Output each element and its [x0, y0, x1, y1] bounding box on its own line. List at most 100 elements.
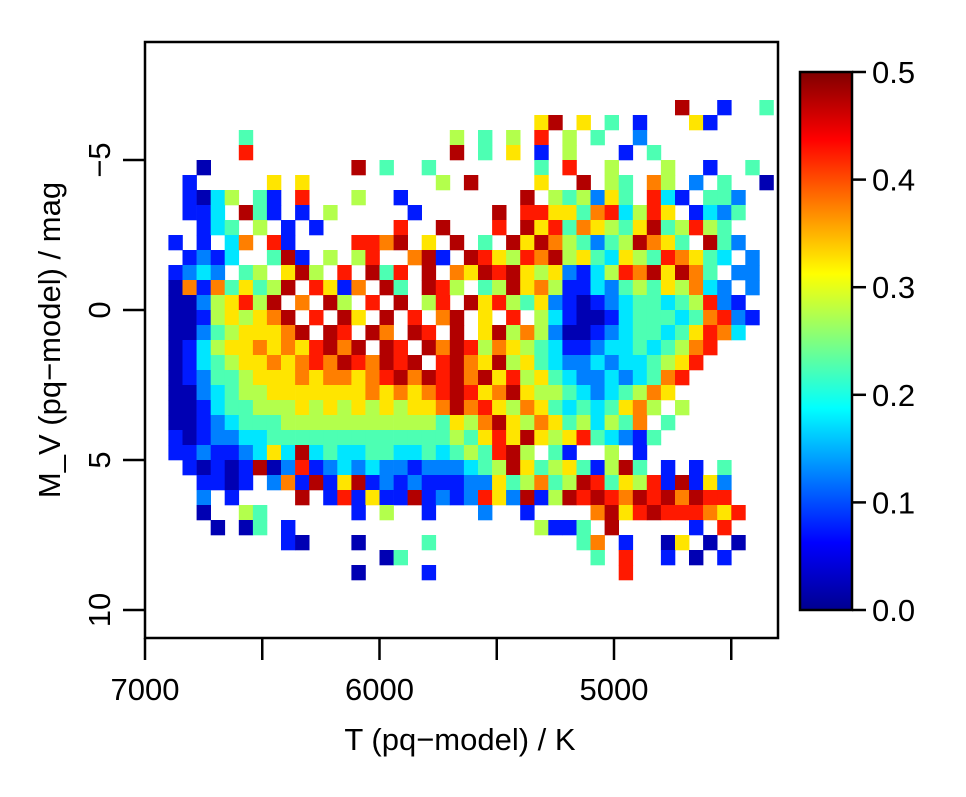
- heatmap-cell: [463, 340, 479, 356]
- heatmap-cell: [590, 265, 605, 281]
- heatmap-cell: [660, 505, 676, 521]
- heatmap-cell: [618, 280, 634, 296]
- heatmap-cell: [590, 130, 605, 146]
- heatmap-cell: [266, 475, 282, 491]
- heatmap-cell: [351, 430, 366, 446]
- heatmap-cell: [675, 370, 690, 386]
- heatmap-cell: [365, 295, 380, 311]
- heatmap-cell: [323, 430, 338, 446]
- heatmap-cell: [548, 520, 563, 536]
- heatmap-cell: [534, 325, 549, 341]
- heatmap-cell: [590, 205, 605, 221]
- heatmap-cell: [689, 295, 704, 311]
- heatmap-cell: [323, 445, 338, 461]
- heatmap-cell: [632, 460, 648, 476]
- heatmap-cell: [266, 340, 282, 356]
- heatmap-cell: [632, 400, 648, 416]
- heatmap-cell: [281, 400, 296, 416]
- heatmap-cell: [759, 175, 774, 191]
- heatmap-cell: [618, 355, 634, 371]
- heatmap-cell: [365, 415, 380, 431]
- heatmap-cell: [365, 475, 380, 491]
- heatmap-cell: [182, 175, 197, 191]
- heatmap-cell: [210, 190, 226, 206]
- heatmap-cell: [238, 415, 254, 431]
- heatmap-cell: [717, 475, 732, 491]
- heatmap-cell: [675, 400, 690, 416]
- heatmap-cell: [168, 325, 183, 341]
- heatmap-cell: [646, 205, 662, 221]
- heatmap-cell: [463, 475, 479, 491]
- heatmap-cell: [731, 295, 746, 311]
- heatmap-cell: [365, 325, 380, 341]
- heatmap-cell: [660, 310, 676, 326]
- heatmap-cell: [224, 295, 240, 311]
- heatmap-cell: [745, 280, 760, 296]
- heatmap-cell: [463, 175, 479, 191]
- heatmap-cell: [478, 445, 493, 461]
- heatmap-cell: [266, 415, 282, 431]
- heatmap-cell: [660, 385, 676, 401]
- heatmap-cell: [182, 310, 197, 326]
- heatmap-cell: [351, 190, 366, 206]
- heatmap-cell: [196, 460, 211, 476]
- heatmap-cell: [717, 205, 732, 221]
- heatmap-cell: [520, 355, 535, 371]
- heatmap-cell: [393, 355, 408, 371]
- heatmap-cell: [266, 205, 282, 221]
- heatmap-cell: [717, 550, 732, 566]
- heatmap-cell: [632, 325, 648, 341]
- heatmap-cell: [646, 220, 662, 236]
- heatmap-cell: [210, 400, 226, 416]
- heatmap-cell: [660, 460, 676, 476]
- heatmap-cell: [675, 340, 690, 356]
- heatmap-cell: [449, 430, 465, 446]
- heatmap-cell: [196, 160, 211, 176]
- heatmap-cell: [196, 190, 211, 206]
- heatmap-cell: [675, 295, 690, 311]
- heatmap-cell: [295, 355, 310, 371]
- heatmap-cell: [210, 280, 226, 296]
- heatmap-cell: [252, 325, 268, 341]
- heatmap-cell: [393, 445, 408, 461]
- heatmap-cell: [689, 550, 704, 566]
- heatmap-cell: [492, 400, 507, 416]
- heatmap-cell: [731, 190, 746, 206]
- heatmap-cell: [168, 295, 183, 311]
- heatmap-cell: [689, 475, 704, 491]
- heatmap-cell: [309, 370, 324, 386]
- heatmap-cell: [393, 190, 408, 206]
- heatmap-cell: [238, 520, 254, 536]
- heatmap-cell: [604, 175, 619, 191]
- heatmap-cell: [618, 250, 634, 266]
- heatmap-cell: [632, 310, 648, 326]
- colorbar-tick-label: 0.1: [872, 485, 915, 520]
- heatmap-cell: [562, 205, 577, 221]
- heatmap-cell: [590, 430, 605, 446]
- heatmap-cell: [703, 220, 718, 236]
- heatmap-cell: [534, 430, 549, 446]
- heatmap-cell: [646, 190, 662, 206]
- heatmap-cell: [238, 505, 254, 521]
- heatmap-cell: [463, 355, 479, 371]
- heatmap-cell: [520, 220, 535, 236]
- heatmap-cell: [196, 370, 211, 386]
- heatmap-cell: [168, 430, 183, 446]
- heatmap-cell: [238, 355, 254, 371]
- heatmap-cell: [238, 475, 254, 491]
- heatmap-cell: [534, 295, 549, 311]
- heatmap-cell: [520, 205, 535, 221]
- heatmap-cell: [238, 130, 254, 146]
- heatmap-cell: [168, 445, 183, 461]
- heatmap-cell: [562, 490, 577, 506]
- heatmap-cell: [646, 265, 662, 281]
- heatmap-cell: [604, 430, 619, 446]
- heatmap-cell: [224, 325, 240, 341]
- heatmap-cell: [548, 310, 563, 326]
- heatmap-cell: [252, 190, 268, 206]
- heatmap-cell: [266, 430, 282, 446]
- heatmap-cell: [703, 190, 718, 206]
- heatmap-cell: [646, 325, 662, 341]
- heatmap-cell: [238, 295, 254, 311]
- heatmap-cell: [435, 475, 451, 491]
